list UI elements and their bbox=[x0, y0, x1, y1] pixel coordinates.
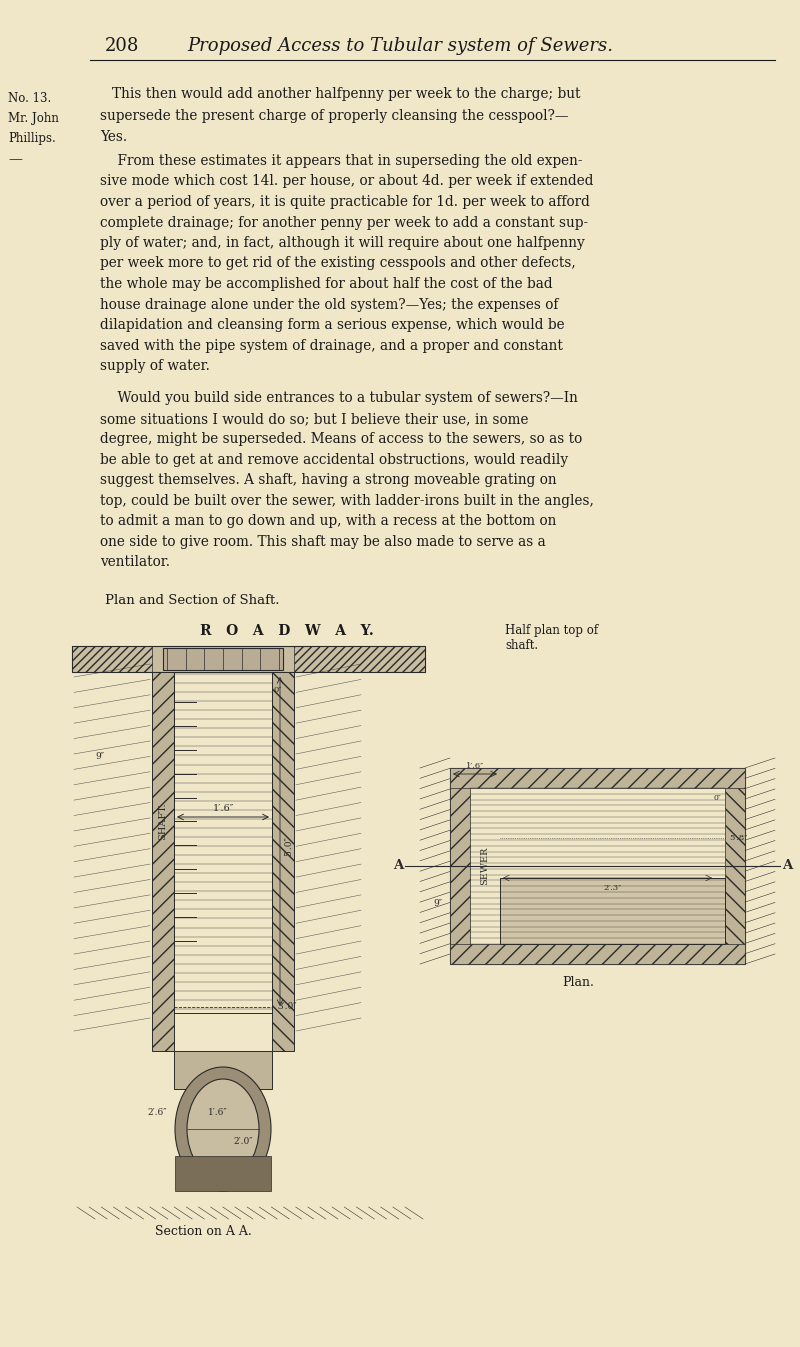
Bar bbox=[175, 1156, 271, 1191]
Text: 9″: 9″ bbox=[95, 753, 105, 761]
Text: Half plan top of
shaft.: Half plan top of shaft. bbox=[505, 624, 598, 652]
Text: degree, might be superseded. Means of access to the sewers, so as to: degree, might be superseded. Means of ac… bbox=[100, 432, 582, 446]
Text: supersede the present charge of properly cleansing the cesspool?—: supersede the present charge of properly… bbox=[100, 109, 569, 123]
Text: ventilator.: ventilator. bbox=[100, 555, 170, 570]
Bar bbox=[500, 878, 725, 944]
Text: 1′.6″: 1′.6″ bbox=[208, 1109, 228, 1117]
Text: SEWER: SEWER bbox=[481, 847, 490, 885]
Text: the whole may be accomplished for about half the cost of the bad: the whole may be accomplished for about … bbox=[100, 277, 553, 291]
Text: Section on A A.: Section on A A. bbox=[155, 1224, 252, 1238]
Text: house drainage alone under the old system?—Yes; the expenses of: house drainage alone under the old syste… bbox=[100, 298, 558, 311]
Text: over a period of years, it is quite practicable for 1d. per week to afford: over a period of years, it is quite prac… bbox=[100, 195, 590, 209]
Text: ply of water; and, in fact, although it will require about one halfpenny: ply of water; and, in fact, although it … bbox=[100, 236, 585, 251]
Text: per week more to get rid of the existing cesspools and other defects,: per week more to get rid of the existing… bbox=[100, 256, 576, 271]
Text: top, could be built over the sewer, with ladder-irons built in the angles,: top, could be built over the sewer, with… bbox=[100, 494, 594, 508]
Bar bbox=[272, 672, 294, 1051]
Text: Would you build side entrances to a tubular system of sewers?—In: Would you build side entrances to a tubu… bbox=[100, 392, 578, 405]
Text: 2′.6″: 2′.6″ bbox=[147, 1109, 167, 1117]
Text: 1′.6″: 1′.6″ bbox=[466, 762, 484, 770]
Bar bbox=[72, 647, 425, 672]
Bar bbox=[294, 647, 425, 672]
Text: be able to get at and remove accidental obstructions, would readily: be able to get at and remove accidental … bbox=[100, 453, 568, 467]
Text: 2′.0″: 2′.0″ bbox=[233, 1137, 253, 1146]
Text: complete drainage; for another penny per week to add a constant sup-: complete drainage; for another penny per… bbox=[100, 216, 588, 229]
Bar bbox=[450, 768, 745, 964]
Text: saved with the pipe system of drainage, and a proper and constant: saved with the pipe system of drainage, … bbox=[100, 338, 563, 353]
Text: 5′.0″: 5′.0″ bbox=[284, 836, 293, 857]
Text: Phillips.: Phillips. bbox=[8, 132, 56, 145]
Text: some situations I would do so; but I believe their use, in some: some situations I would do so; but I bel… bbox=[100, 412, 529, 426]
Ellipse shape bbox=[175, 1067, 271, 1191]
Bar bbox=[725, 768, 745, 964]
Bar bbox=[174, 672, 272, 1013]
Bar bbox=[450, 768, 470, 964]
Text: 0″: 0″ bbox=[274, 686, 282, 694]
Text: Yes.: Yes. bbox=[100, 131, 127, 144]
Text: R   O   A   D   W   A   Y.: R O A D W A Y. bbox=[200, 624, 374, 638]
Text: dilapidation and cleansing form a serious expense, which would be: dilapidation and cleansing form a seriou… bbox=[100, 318, 565, 331]
Bar bbox=[163, 648, 283, 669]
Text: suggest themselves. A shaft, having a strong moveable grating on: suggest themselves. A shaft, having a st… bbox=[100, 474, 557, 488]
Text: This then would add another halfpenny per week to the charge; but: This then would add another halfpenny pe… bbox=[112, 88, 581, 101]
Text: to admit a man to go down and up, with a recess at the bottom on: to admit a man to go down and up, with a… bbox=[100, 515, 556, 528]
Text: 2′.3″: 2′.3″ bbox=[603, 884, 622, 892]
Text: 1′.6″: 1′.6″ bbox=[212, 804, 234, 814]
Bar bbox=[450, 944, 745, 964]
Text: Mr. John: Mr. John bbox=[8, 112, 59, 125]
Text: Plan.: Plan. bbox=[562, 977, 594, 989]
Text: 208: 208 bbox=[105, 36, 139, 55]
Text: Plan and Section of Shaft.: Plan and Section of Shaft. bbox=[105, 594, 279, 607]
Bar bbox=[152, 672, 174, 1051]
Text: No. 13.: No. 13. bbox=[8, 92, 51, 105]
Text: 9″: 9″ bbox=[433, 900, 442, 908]
Bar bbox=[72, 647, 152, 672]
Text: one side to give room. This shaft may be also made to serve as a: one side to give room. This shaft may be… bbox=[100, 535, 546, 550]
Text: A: A bbox=[393, 859, 403, 873]
Text: supply of water.: supply of water. bbox=[100, 360, 210, 373]
Text: sive mode which cost 14l. per house, or about 4d. per week if extended: sive mode which cost 14l. per house, or … bbox=[100, 175, 594, 189]
Bar bbox=[174, 1051, 272, 1088]
Ellipse shape bbox=[187, 1079, 259, 1179]
Text: Proposed Access to Tubular system of Sewers.: Proposed Access to Tubular system of Sew… bbox=[187, 36, 613, 55]
Text: 0″: 0″ bbox=[713, 793, 721, 801]
Text: From these estimates it appears that in superseding the old expen-: From these estimates it appears that in … bbox=[100, 154, 582, 168]
Text: 5′.8″: 5′.8″ bbox=[729, 834, 747, 842]
Text: —: — bbox=[8, 152, 22, 166]
Text: 3′.0″: 3′.0″ bbox=[277, 1002, 297, 1012]
Text: SHAFT.: SHAFT. bbox=[158, 803, 167, 841]
Text: A: A bbox=[782, 859, 792, 873]
Bar bbox=[450, 768, 745, 788]
